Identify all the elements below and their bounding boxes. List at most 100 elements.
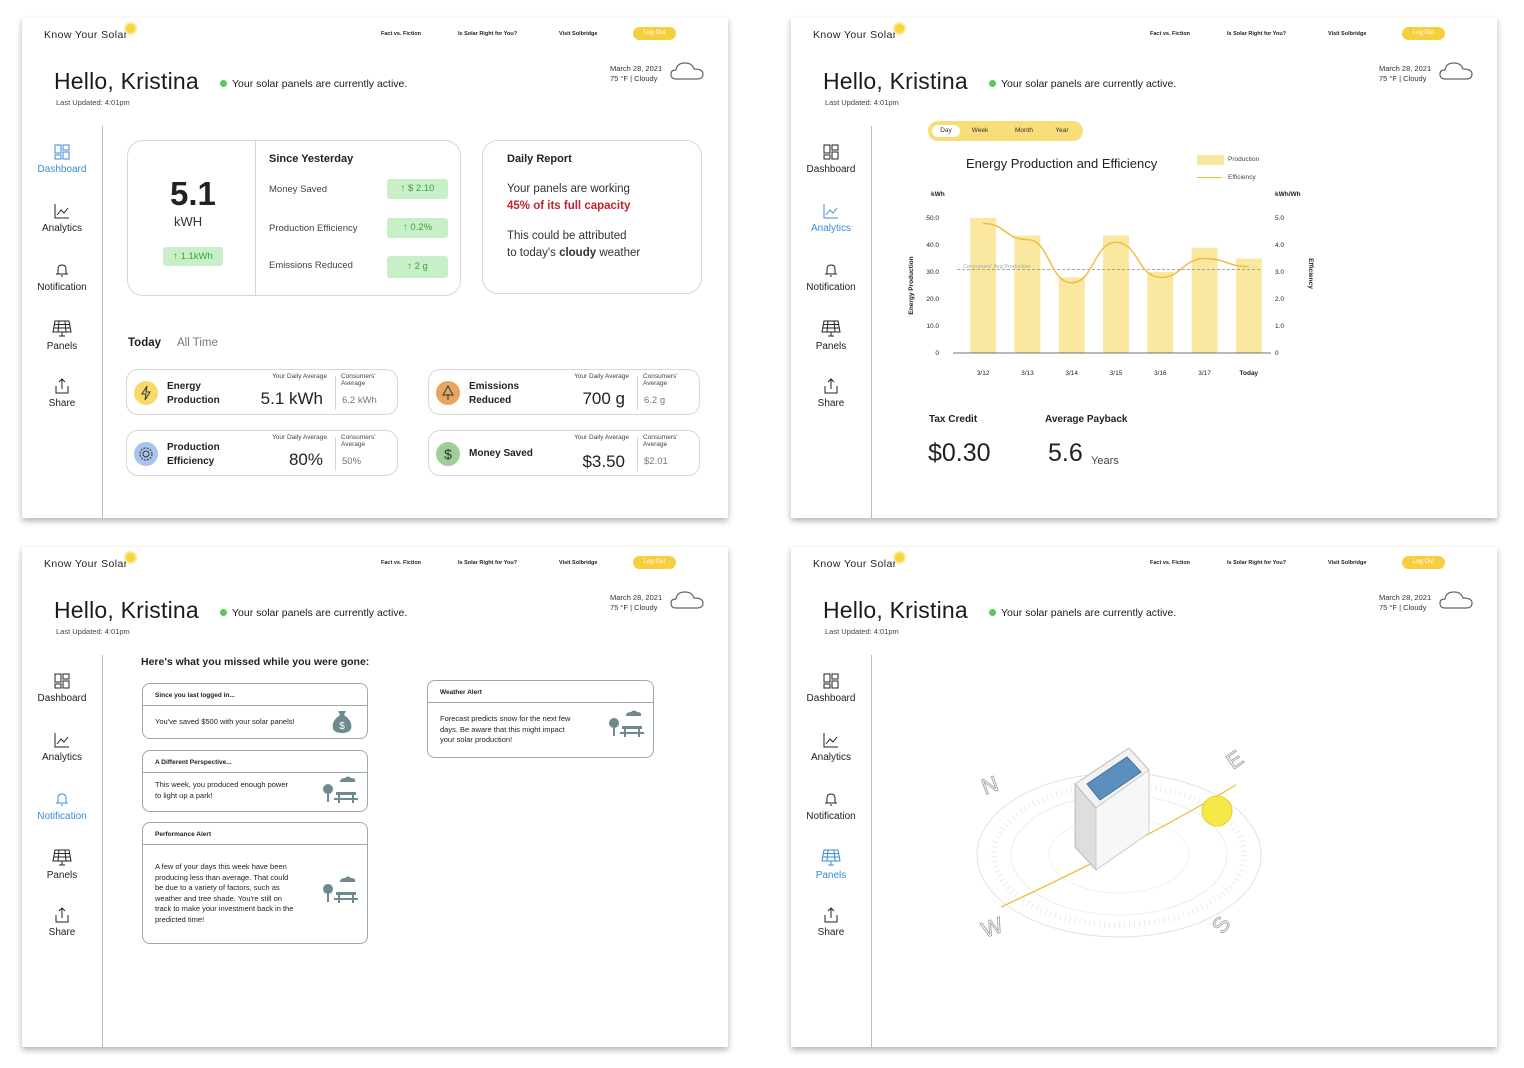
- period-week[interactable]: Week: [966, 125, 994, 137]
- nav-is-solar-right[interactable]: Is Solar Right for You?: [1227, 560, 1287, 566]
- card-body: Forecast predicts snow for the next few d…: [440, 714, 571, 744]
- nav-is-solar-right[interactable]: Is Solar Right for You?: [458, 31, 518, 37]
- weather-info: March 28, 2021 75 °F | Cloudy: [1379, 593, 1432, 612]
- card-body: A few of your days this week have been pr…: [155, 862, 294, 924]
- nav-fact-vs-fiction[interactable]: Fact vs. Fiction: [381, 560, 422, 566]
- sidebar-item-analytics[interactable]: Analytics: [22, 732, 102, 763]
- sidebar: Dashboard Analytics Notification Panels …: [22, 126, 103, 518]
- sidebar-item-dashboard[interactable]: Dashboard: [791, 144, 871, 175]
- status-dot-icon: [989, 609, 996, 616]
- nav-visit-solbridge[interactable]: Visit Solbridge: [1328, 560, 1367, 566]
- logout-button[interactable]: Log Out: [1402, 27, 1445, 40]
- daily-average-label: Your Daily Average: [574, 434, 629, 441]
- nav-is-solar-right[interactable]: Is Solar Right for You?: [458, 560, 518, 566]
- logo[interactable]: Know Your Solar: [813, 24, 904, 41]
- period-day[interactable]: Day: [932, 125, 960, 137]
- sidebar-item-notification[interactable]: Notification: [22, 791, 102, 822]
- sidebar-item-analytics[interactable]: Analytics: [791, 732, 871, 763]
- dashboard-icon: [54, 144, 70, 160]
- notification-card-weather[interactable]: Weather Alert Forecast predicts snow for…: [427, 680, 654, 758]
- stat-card-efficiency: Production Efficiency Your Daily Average …: [126, 430, 398, 476]
- sidebar-item-panels[interactable]: Panels: [22, 848, 102, 881]
- bar-production: [1103, 235, 1129, 353]
- sidebar-item-dashboard[interactable]: Dashboard: [22, 144, 102, 175]
- logout-button[interactable]: Log Out: [633, 27, 676, 40]
- notification-card-performance[interactable]: Performance Alert A few of your days thi…: [142, 822, 368, 944]
- daily-average-label: Your Daily Average: [574, 373, 629, 380]
- x-tick-label: Today: [1240, 370, 1259, 377]
- money-bag-icon: $: [332, 711, 352, 733]
- nav-fact-vs-fiction[interactable]: Fact vs. Fiction: [381, 31, 422, 37]
- sidebar-item-panels[interactable]: Panels: [791, 319, 871, 352]
- sun-icon: [894, 553, 904, 562]
- cloud-icon: [670, 62, 704, 80]
- logo[interactable]: Know Your Solar: [44, 24, 135, 41]
- period-year[interactable]: Year: [1048, 125, 1076, 137]
- legend-production: Production: [1228, 156, 1260, 163]
- card-body: This week, you produced enough power to l…: [155, 780, 289, 800]
- tab-today[interactable]: Today: [128, 337, 162, 349]
- notification-card-perspective[interactable]: A Different Perspective... This week, yo…: [142, 750, 368, 812]
- sidebar: Dashboard Analytics Notification Panels …: [791, 655, 872, 1047]
- park-weather-icon: [609, 710, 644, 737]
- sidebar-item-share[interactable]: Share: [791, 907, 871, 938]
- sidebar-item-dashboard[interactable]: Dashboard: [22, 673, 102, 704]
- sidebar-item-share[interactable]: Share: [22, 907, 102, 938]
- sun-position-icon: [1201, 795, 1233, 827]
- card-title: Weather Alert: [440, 689, 482, 696]
- sidebar-item-notification[interactable]: Notification: [791, 791, 871, 822]
- nav-is-solar-right[interactable]: Is Solar Right for You?: [1227, 31, 1287, 37]
- sidebar-item-dashboard[interactable]: Dashboard: [791, 673, 871, 704]
- y2-tick-label: 1.0: [1275, 323, 1284, 330]
- today-production-unit: kWH: [174, 214, 203, 229]
- nav-visit-solbridge[interactable]: Visit Solbridge: [559, 560, 598, 566]
- last-updated: Last Updated: 4:01pm: [825, 627, 899, 636]
- sidebar-item-analytics[interactable]: Analytics: [791, 203, 871, 234]
- sidebar-item-share[interactable]: Share: [791, 378, 871, 409]
- sidebar-item-share[interactable]: Share: [22, 378, 102, 409]
- logout-button[interactable]: Log Out: [633, 556, 676, 569]
- y-axis-title: Energy Production: [908, 256, 915, 314]
- logo[interactable]: Know Your Solar: [44, 553, 135, 570]
- daily-average-value: $3.50: [582, 452, 625, 471]
- period-month[interactable]: Month: [1008, 125, 1040, 137]
- card-body: You've saved $500 with your solar panels…: [155, 717, 295, 726]
- share-icon: [824, 378, 838, 394]
- panel-3d-view[interactable]: N E S W: [971, 727, 1271, 957]
- sidebar-item-panels[interactable]: Panels: [791, 848, 871, 881]
- logo[interactable]: Know Your Solar: [813, 553, 904, 570]
- daily-average-value: 5.1 kWh: [260, 389, 323, 408]
- payback-label: Average Payback: [1045, 414, 1128, 425]
- y-tick-label: 40.0: [926, 242, 939, 249]
- y-tick-label: 30.0: [926, 269, 939, 276]
- stat-card-emissions: Emissions Reduced Your Daily Average 700 …: [428, 369, 700, 415]
- nav-fact-vs-fiction[interactable]: Fact vs. Fiction: [1150, 560, 1191, 566]
- tab-all-time[interactable]: All Time: [177, 337, 218, 349]
- compass-east: E: [1222, 745, 1248, 774]
- logout-button[interactable]: Log Out: [1402, 556, 1445, 569]
- x-tick-label: 3/14: [1065, 370, 1078, 377]
- card-title: A Different Perspective...: [155, 759, 232, 766]
- consumers-average-label: Consumers' Average: [341, 434, 376, 448]
- legend-efficiency: Efficiency: [1228, 174, 1256, 181]
- sun-icon: [125, 24, 135, 33]
- sidebar-item-notification[interactable]: Notification: [791, 262, 871, 293]
- nav-visit-solbridge[interactable]: Visit Solbridge: [1328, 31, 1367, 37]
- sidebar-item-analytics[interactable]: Analytics: [22, 203, 102, 234]
- y2-axis-title: Efficiency: [1307, 258, 1314, 289]
- panels-screen: Know Your Solar Fact vs. Fiction Is Sola…: [791, 547, 1497, 1047]
- bell-icon: [825, 264, 837, 277]
- sidebar-item-notification[interactable]: Notification: [22, 262, 102, 293]
- status-message: Your solar panels are currently active.: [220, 607, 407, 619]
- bell-icon: [56, 793, 68, 806]
- stat-name: Energy Production: [167, 381, 220, 406]
- consumers-average-label: Consumers' Average: [643, 434, 678, 448]
- sidebar-item-panels[interactable]: Panels: [22, 319, 102, 352]
- nav-fact-vs-fiction[interactable]: Fact vs. Fiction: [1150, 31, 1191, 37]
- legend-efficiency-swatch: [1197, 177, 1222, 178]
- notification-card-savings[interactable]: Since you last logged in... You've saved…: [142, 683, 368, 739]
- svg-text:$: $: [444, 446, 452, 462]
- consumers-average-value: 50%: [342, 456, 362, 467]
- nav-visit-solbridge[interactable]: Visit Solbridge: [559, 31, 598, 37]
- status-dot-icon: [220, 609, 227, 616]
